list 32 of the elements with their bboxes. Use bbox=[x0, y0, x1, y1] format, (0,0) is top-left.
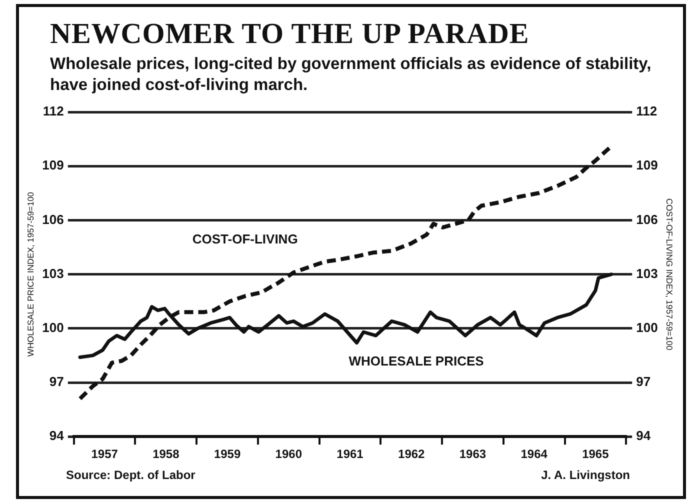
x-tick-label: 1957 bbox=[91, 447, 118, 462]
y-tick-label: 103 bbox=[42, 266, 64, 281]
line-series bbox=[78, 144, 614, 401]
x-tick-label: 1960 bbox=[275, 447, 302, 462]
x-tick-label: 1963 bbox=[459, 447, 486, 462]
y-tick-label: 109 bbox=[42, 158, 64, 173]
source-note: Source: Dept. of Labor bbox=[66, 468, 196, 482]
y-axis-title: WHOLESALE PRICE INDEX, 1957-59=100 bbox=[25, 192, 36, 357]
y-tick-label: 100 bbox=[42, 320, 64, 335]
series-label: WHOLESALE PRICES bbox=[348, 354, 484, 369]
y2-tick-label: 97 bbox=[636, 374, 651, 390]
series-label: COST-OF-LIVING bbox=[192, 232, 298, 247]
y2-tick-label: 106 bbox=[636, 212, 658, 227]
y2-tick-label: 103 bbox=[636, 266, 658, 281]
x-tick-label: 1958 bbox=[152, 447, 180, 462]
x-tick-label: 1964 bbox=[520, 447, 548, 462]
text: J. A. Livingston bbox=[541, 468, 630, 482]
y2-tick-label: 109 bbox=[636, 158, 658, 173]
y2-tick-label: 94 bbox=[636, 428, 652, 444]
y-tick-label: 106 bbox=[42, 212, 64, 227]
y-tick-label: 112 bbox=[42, 104, 64, 119]
y2-tick-label: 112 bbox=[636, 104, 658, 119]
y2-tick-label: 100 bbox=[636, 320, 658, 335]
x-tick-label: 1961 bbox=[336, 447, 364, 462]
x-tick-label: 1959 bbox=[214, 447, 241, 462]
x-tick-label: 1962 bbox=[398, 447, 426, 462]
chart-subtitle: Wholesale prices, long-cited by government officials as evidence of stability, have joined cost-of-living march. bbox=[50, 54, 652, 96]
x-tick-label: 1965 bbox=[582, 447, 610, 462]
chart-title: NEWCOMER TO THE UP PARADE bbox=[50, 18, 530, 51]
y-tick-label: 97 bbox=[49, 374, 64, 390]
y-tick-label: 94 bbox=[49, 428, 65, 444]
y2-axis-title: COST-OF-LIVING INDEX, 1957-59=100 bbox=[664, 198, 675, 351]
